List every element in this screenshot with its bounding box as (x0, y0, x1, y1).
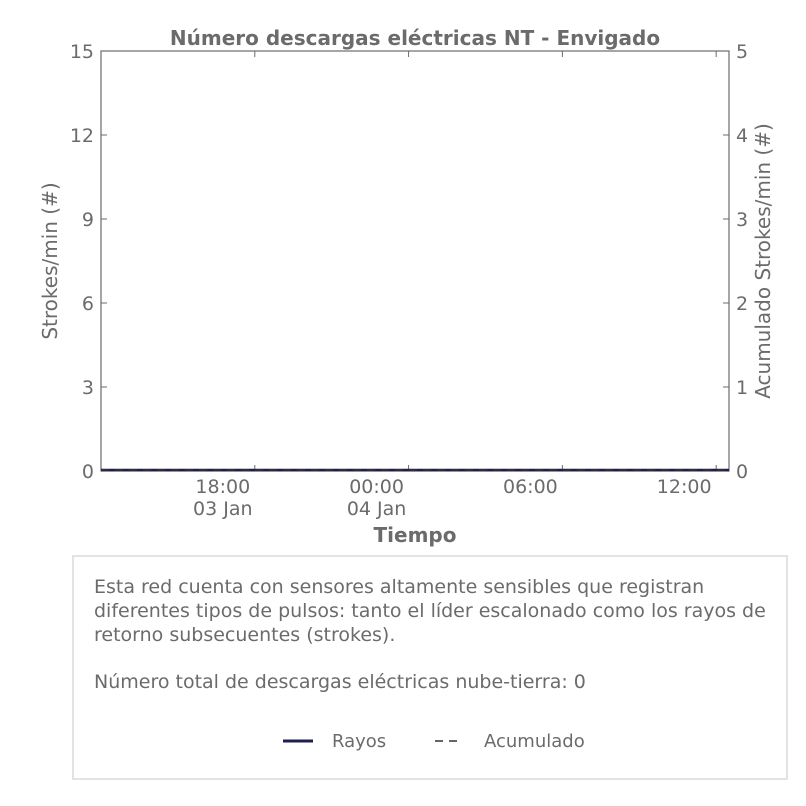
x-tick-label-0: 18:00 (195, 476, 250, 498)
x-tick-label-3: 12:00 (657, 476, 712, 498)
y-tick-label-right-4: 4 (736, 125, 748, 147)
legend: Rayos Acumulado (74, 729, 786, 753)
x-axis-label: Tiempo (374, 523, 457, 547)
x-tick-sublabel-1: 04 Jan (347, 498, 407, 520)
info-panel: Esta red cuenta con sensores altamente s… (72, 555, 788, 780)
y-tick-label-left-3: 9 (82, 209, 94, 231)
y-tick-label-left-4: 12 (70, 125, 94, 147)
y-tick-label-right-5: 5 (736, 41, 748, 63)
y-tick-label-left-2: 6 (82, 293, 94, 315)
y-axis-left: 0 3 6 9 12 15 (70, 41, 107, 483)
y-tick-label-left-0: 0 (82, 461, 94, 483)
legend-swatch-acumulado (435, 740, 463, 742)
y-axis-right-label: Acumulado Strokes/min (#) (751, 123, 775, 399)
y-tick-label-left-5: 15 (70, 41, 94, 63)
legend-label-acumulado: Acumulado (484, 730, 585, 752)
y-tick-label-right-3: 3 (736, 209, 748, 231)
x-tick-sublabel-0: 03 Jan (193, 498, 253, 520)
info-total-count: Número total de descargas eléctricas nub… (94, 671, 586, 693)
y-axis-left-label: Strokes/min (#) (38, 182, 62, 339)
legend-swatch-rayos (283, 739, 313, 743)
y-tick-label-right-0: 0 (736, 461, 748, 483)
legend-item-rayos: Rayos (282, 729, 386, 753)
info-description: Esta red cuenta con sensores altamente s… (94, 576, 766, 646)
y-tick-label-left-1: 3 (82, 377, 94, 399)
x-tick-label-1: 00:00 (349, 476, 404, 498)
x-tick-label-2: 06:00 (503, 476, 558, 498)
y-tick-label-right-1: 1 (736, 377, 748, 399)
y-axis-right: 0 1 2 3 4 5 (723, 41, 748, 483)
plot-frame (100, 50, 730, 472)
legend-label-rayos: Rayos (332, 730, 387, 752)
y-tick-label-right-2: 2 (736, 293, 748, 315)
legend-item-acumulado: Acumulado (434, 729, 585, 753)
lightning-chart: Número descargas eléctricas NT - Envigad… (38, 26, 775, 547)
chart-title: Número descargas eléctricas NT - Envigad… (170, 26, 660, 50)
